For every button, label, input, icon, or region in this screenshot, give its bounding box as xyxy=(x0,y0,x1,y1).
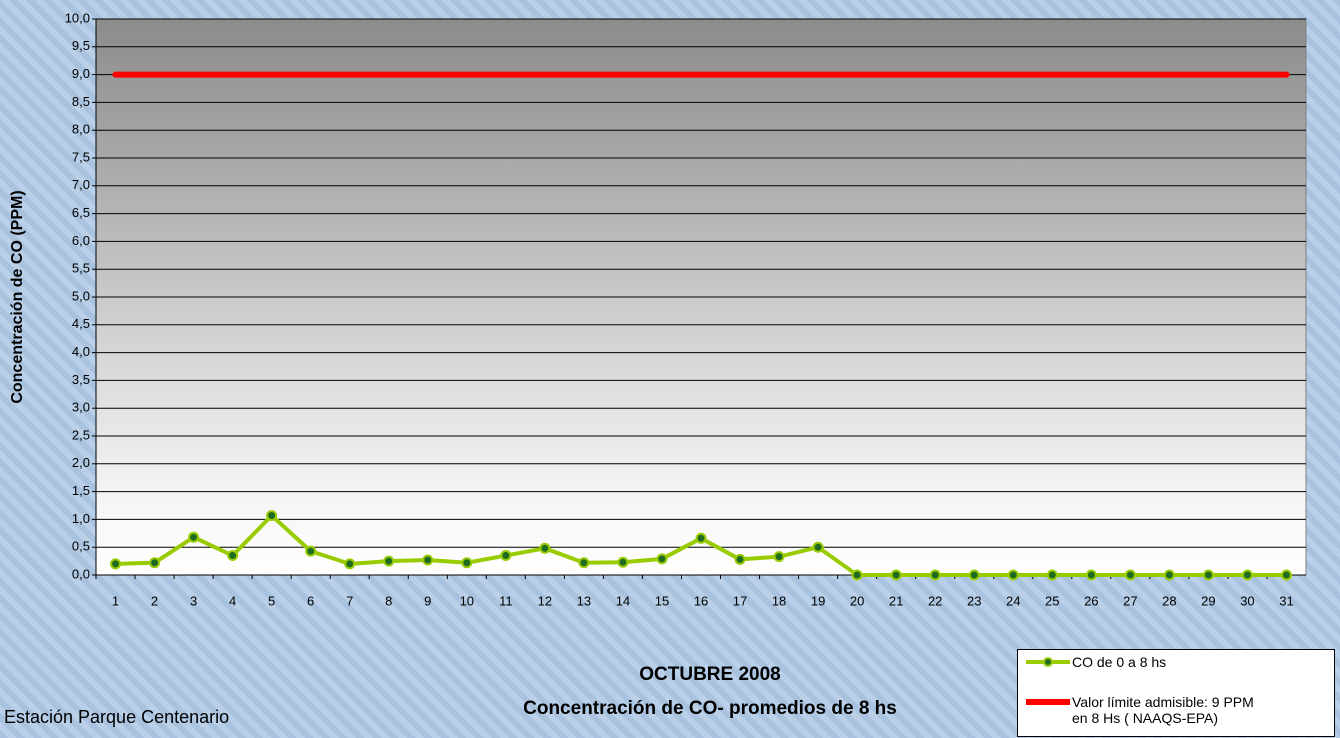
data-point xyxy=(188,531,200,543)
legend-swatch xyxy=(1026,657,1070,667)
y-tick-label: 0,5 xyxy=(72,539,90,554)
y-tick-label: 3,0 xyxy=(72,400,90,415)
data-point xyxy=(1241,569,1253,581)
data-point xyxy=(1124,569,1136,581)
x-tick-label: 30 xyxy=(1240,593,1254,608)
data-point xyxy=(227,550,239,562)
data-point xyxy=(1007,569,1019,581)
data-point xyxy=(383,555,395,567)
data-point xyxy=(500,550,512,562)
x-tick-label: 14 xyxy=(616,593,630,608)
x-tick-label: 7 xyxy=(346,593,353,608)
x-tick-label: 6 xyxy=(307,593,314,608)
x-tick-label: 23 xyxy=(967,593,981,608)
x-tick-label: 18 xyxy=(772,593,786,608)
data-point xyxy=(656,553,668,565)
data-point xyxy=(734,553,746,565)
x-tick-label: 2 xyxy=(151,593,158,608)
data-point xyxy=(1046,569,1058,581)
legend: CO de 0 a 8 hs Valor límite admisible: 9… xyxy=(1017,649,1335,737)
x-tick-label: 10 xyxy=(460,593,474,608)
x-tick-label: 17 xyxy=(733,593,747,608)
y-tick-label: 0,0 xyxy=(72,566,90,581)
data-point xyxy=(1280,569,1292,581)
x-tick-label: 8 xyxy=(385,593,392,608)
x-tick-label: 15 xyxy=(655,593,669,608)
legend-entry: CO de 0 a 8 hs xyxy=(1026,654,1272,670)
x-tick-label: 29 xyxy=(1201,593,1215,608)
legend-entry: Valor límite admisible: 9 PPM en 8 Hs ( … xyxy=(1026,694,1272,726)
data-point xyxy=(929,569,941,581)
y-tick-label: 9,0 xyxy=(72,66,90,81)
x-tick-label: 4 xyxy=(229,593,236,608)
x-tick-label: 16 xyxy=(694,593,708,608)
data-point xyxy=(344,558,356,570)
data-point xyxy=(149,557,161,569)
x-tick-label: 9 xyxy=(424,593,431,608)
x-tick-label: 3 xyxy=(190,593,197,608)
y-tick-label: 9,5 xyxy=(72,38,90,53)
y-tick-label: 3,5 xyxy=(72,372,90,387)
legend-swatch xyxy=(1026,699,1070,705)
data-point xyxy=(968,569,980,581)
y-tick-label: 5,5 xyxy=(72,261,90,276)
y-tick-label: 10,0 xyxy=(65,10,90,25)
data-point xyxy=(305,545,317,557)
y-tick-label: 8,0 xyxy=(72,122,90,137)
x-tick-label: 31 xyxy=(1279,593,1293,608)
data-point xyxy=(851,569,863,581)
data-point xyxy=(617,556,629,568)
data-point xyxy=(461,557,473,569)
x-tick-label: 19 xyxy=(811,593,825,608)
y-tick-label: 1,0 xyxy=(72,511,90,526)
chart-title: OCTUBRE 2008 xyxy=(639,664,781,685)
data-point xyxy=(1202,569,1214,581)
x-tick-label: 13 xyxy=(577,593,591,608)
x-tick-label: 26 xyxy=(1084,593,1098,608)
y-tick-label: 4,0 xyxy=(72,344,90,359)
data-point xyxy=(890,569,902,581)
legend-label: Valor límite admisible: 9 PPM en 8 Hs ( … xyxy=(1072,694,1254,726)
data-point xyxy=(1163,569,1175,581)
x-tick-label: 22 xyxy=(928,593,942,608)
data-point xyxy=(773,551,785,563)
x-tick-label: 28 xyxy=(1162,593,1176,608)
data-point xyxy=(110,558,122,570)
y-tick-label: 5,0 xyxy=(72,288,90,303)
data-point xyxy=(266,510,278,522)
data-point xyxy=(578,557,590,569)
y-tick-label: 8,5 xyxy=(72,94,90,109)
x-tick-label: 12 xyxy=(538,593,552,608)
x-tick-label: 5 xyxy=(268,593,275,608)
y-axis-label: Concentración de CO (PPM) xyxy=(9,190,26,403)
x-tick-label: 21 xyxy=(889,593,903,608)
y-tick-label: 1,5 xyxy=(72,483,90,498)
y-tick-label: 6,0 xyxy=(72,233,90,248)
legend-label: CO de 0 a 8 hs xyxy=(1072,654,1167,670)
y-tick-label: 6,5 xyxy=(72,205,90,220)
station-note: Estación Parque Centenario xyxy=(4,707,230,727)
x-tick-label: 24 xyxy=(1006,593,1020,608)
y-tick-label: 2,5 xyxy=(72,427,90,442)
y-tick-label: 2,0 xyxy=(72,455,90,470)
data-point xyxy=(1085,569,1097,581)
x-tick-label: 1 xyxy=(112,593,119,608)
x-tick-label: 11 xyxy=(499,593,513,608)
y-tick-label: 7,0 xyxy=(72,177,90,192)
x-tick-label: 27 xyxy=(1123,593,1137,608)
data-point xyxy=(695,532,707,544)
x-tick-label: 20 xyxy=(850,593,864,608)
y-tick-label: 4,5 xyxy=(72,316,90,331)
data-point xyxy=(422,554,434,566)
data-point xyxy=(812,541,824,553)
y-tick-label: 7,5 xyxy=(72,149,90,164)
chart-subtitle: Concentración de CO- promedios de 8 hs xyxy=(523,698,897,719)
x-tick-label: 25 xyxy=(1045,593,1059,608)
data-point xyxy=(539,542,551,554)
